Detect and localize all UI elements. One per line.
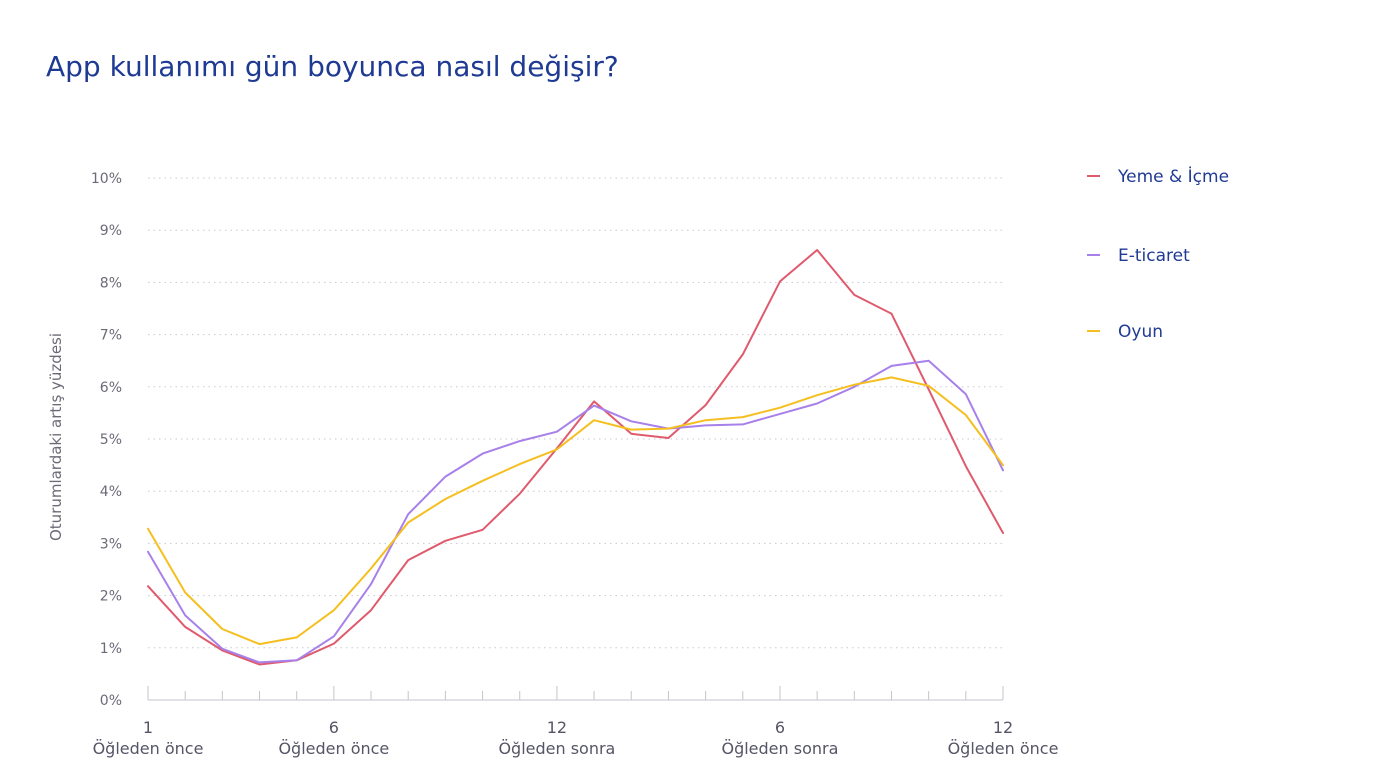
- x-tick-label: 12: [547, 718, 567, 737]
- y-tick-label: 3%: [100, 536, 122, 552]
- y-tick-label: 1%: [100, 641, 122, 657]
- x-tick-sublabel: Öğleden önce: [948, 739, 1059, 758]
- y-tick-label: 9%: [100, 223, 122, 239]
- gridlines: [148, 177, 1003, 649]
- y-axis-ticks: 0% 1% 2% 3% 4% 5% 6% 7% 8% 9% 10%: [91, 171, 122, 709]
- x-tick-label: 6: [775, 718, 785, 737]
- y-tick-label: 6%: [100, 380, 122, 396]
- x-tick-sublabel: Öğleden sonra: [721, 739, 838, 758]
- y-tick-label: 2%: [100, 589, 122, 605]
- legend: Yeme & İçme E-ticaret Oyun: [1087, 166, 1229, 342]
- series-line-3: [147, 376, 1004, 646]
- legend-label: Yeme & İçme: [1117, 166, 1229, 187]
- x-tick-label: 1: [143, 718, 153, 737]
- x-tick-label: 12: [993, 718, 1013, 737]
- series-lines: [147, 249, 1004, 666]
- y-tick-label: 0%: [100, 693, 122, 709]
- y-tick-label: 5%: [100, 432, 122, 448]
- legend-label: Oyun: [1118, 322, 1163, 342]
- x-tick-sublabel: Öğleden önce: [278, 739, 389, 758]
- x-tick-label: 6: [329, 718, 339, 737]
- legend-label: E-ticaret: [1118, 246, 1190, 266]
- series-line-1: [147, 249, 1004, 666]
- y-axis-title: Oturumlardaki artış yüzdesi: [47, 333, 65, 541]
- x-tick-sublabel: Öğleden sonra: [498, 739, 615, 758]
- series-line-2: [147, 359, 1004, 664]
- y-tick-label: 4%: [100, 484, 122, 500]
- y-tick-label: 7%: [100, 328, 122, 344]
- y-tick-label: 10%: [91, 171, 122, 187]
- x-axis: 1 Öğleden önce 6 Öğleden önce 12 Öğleden sonr…: [93, 686, 1059, 758]
- y-tick-label: 8%: [100, 275, 122, 291]
- x-tick-sublabel: Öğleden önce: [93, 739, 204, 758]
- chart-title: App kullanımı gün boyunca nasıl değişir?: [46, 50, 619, 83]
